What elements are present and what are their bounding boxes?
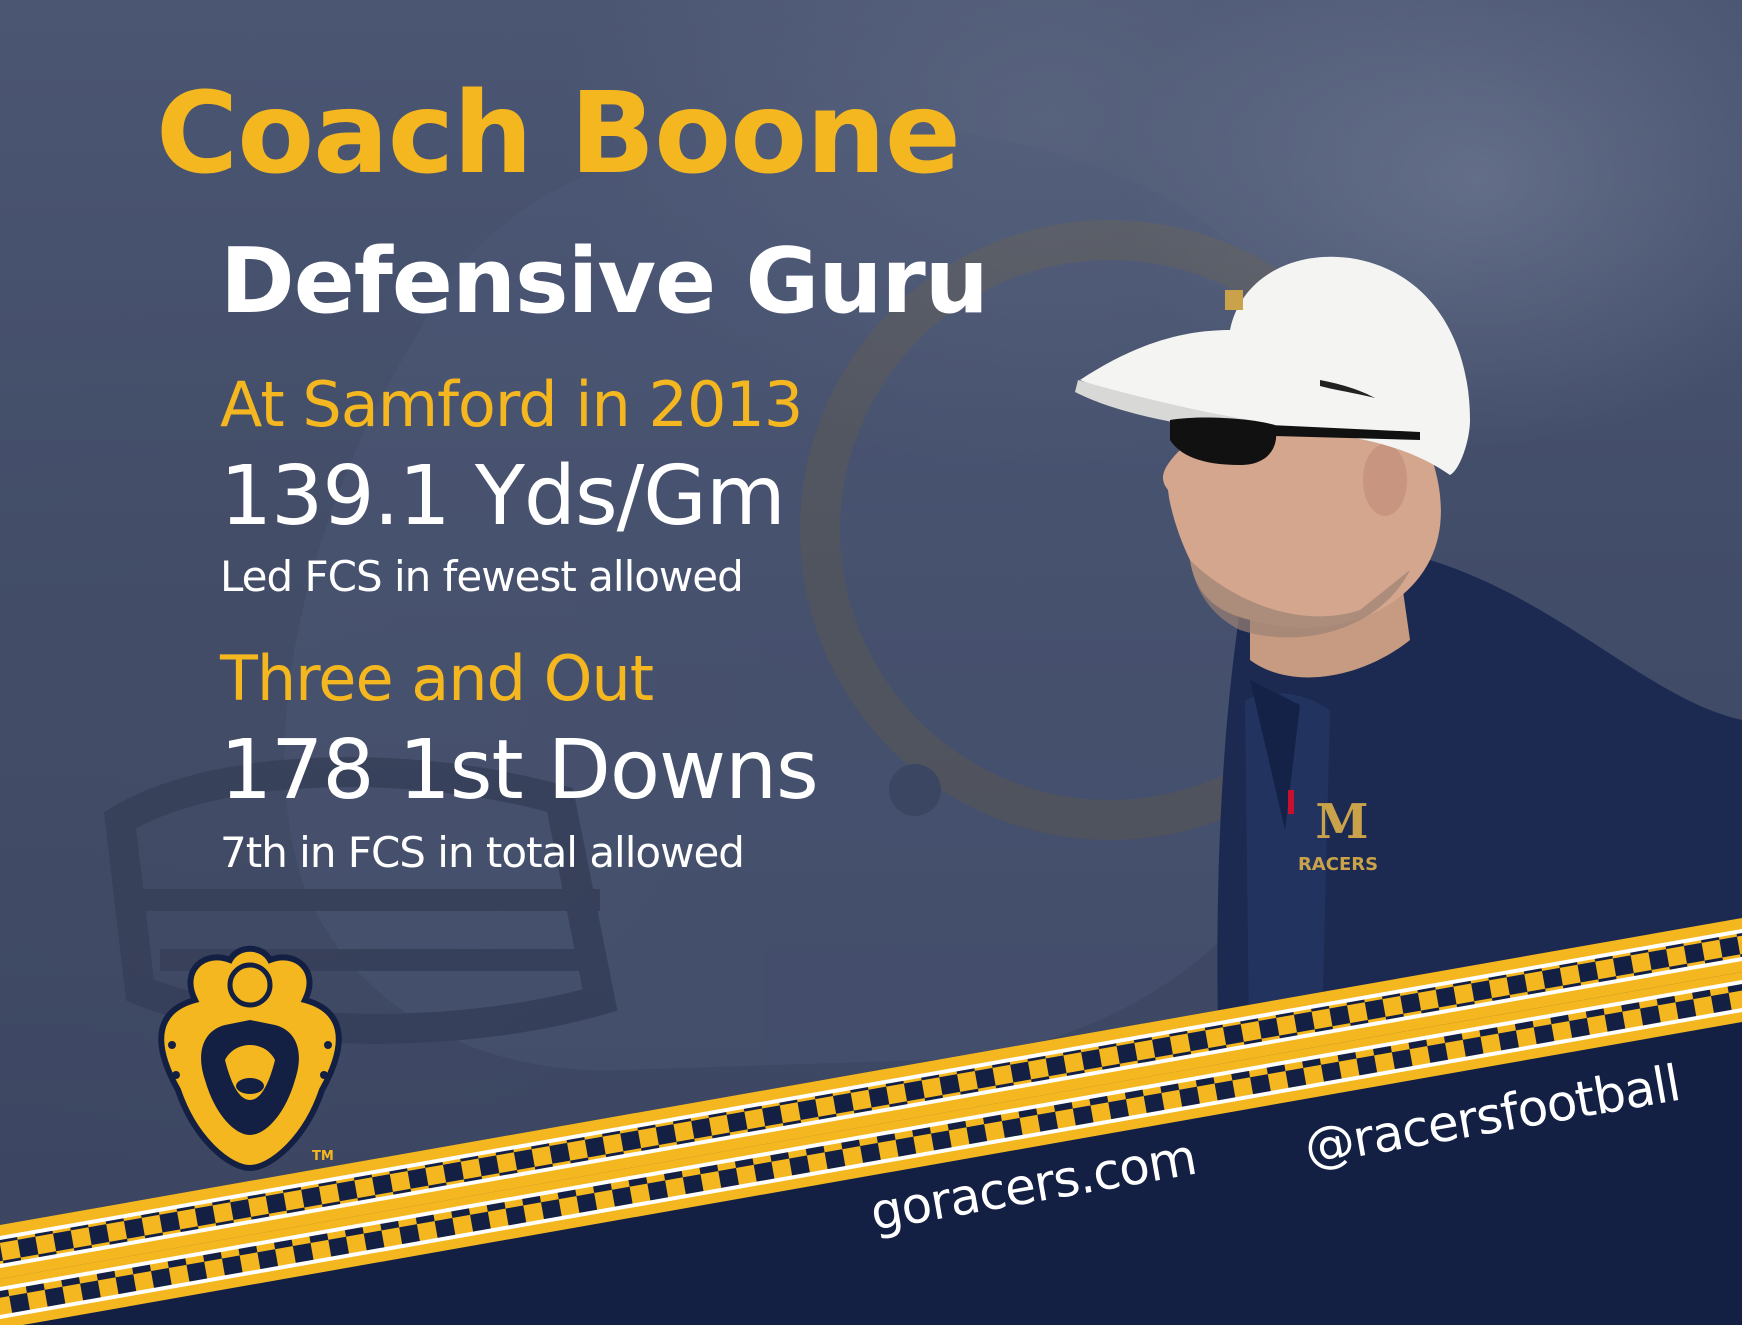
logo-trademark: TM bbox=[312, 1149, 334, 1164]
stat-note: Led FCS in fewest allowed bbox=[220, 552, 744, 601]
stat-value: 178 1st Downs bbox=[220, 723, 819, 818]
stat-label: Three and Out bbox=[220, 642, 654, 715]
stat-note: 7th in FCS in total allowed bbox=[220, 828, 745, 877]
jacket-logo: M RACERS bbox=[1298, 794, 1378, 875]
jacket-logo-letter: M bbox=[1315, 794, 1368, 850]
checkered-band bbox=[0, 918, 1742, 1325]
page-subtitle: Defensive Guru bbox=[220, 229, 989, 334]
page-title: Coach Boone bbox=[156, 69, 961, 199]
stat-value: 139.1 Yds/Gm bbox=[220, 449, 786, 544]
stat-label: At Samford in 2013 bbox=[220, 368, 803, 441]
jacket-logo-text: RACERS bbox=[1298, 854, 1378, 875]
racers-horseshoe-logo: TM bbox=[158, 945, 342, 1172]
